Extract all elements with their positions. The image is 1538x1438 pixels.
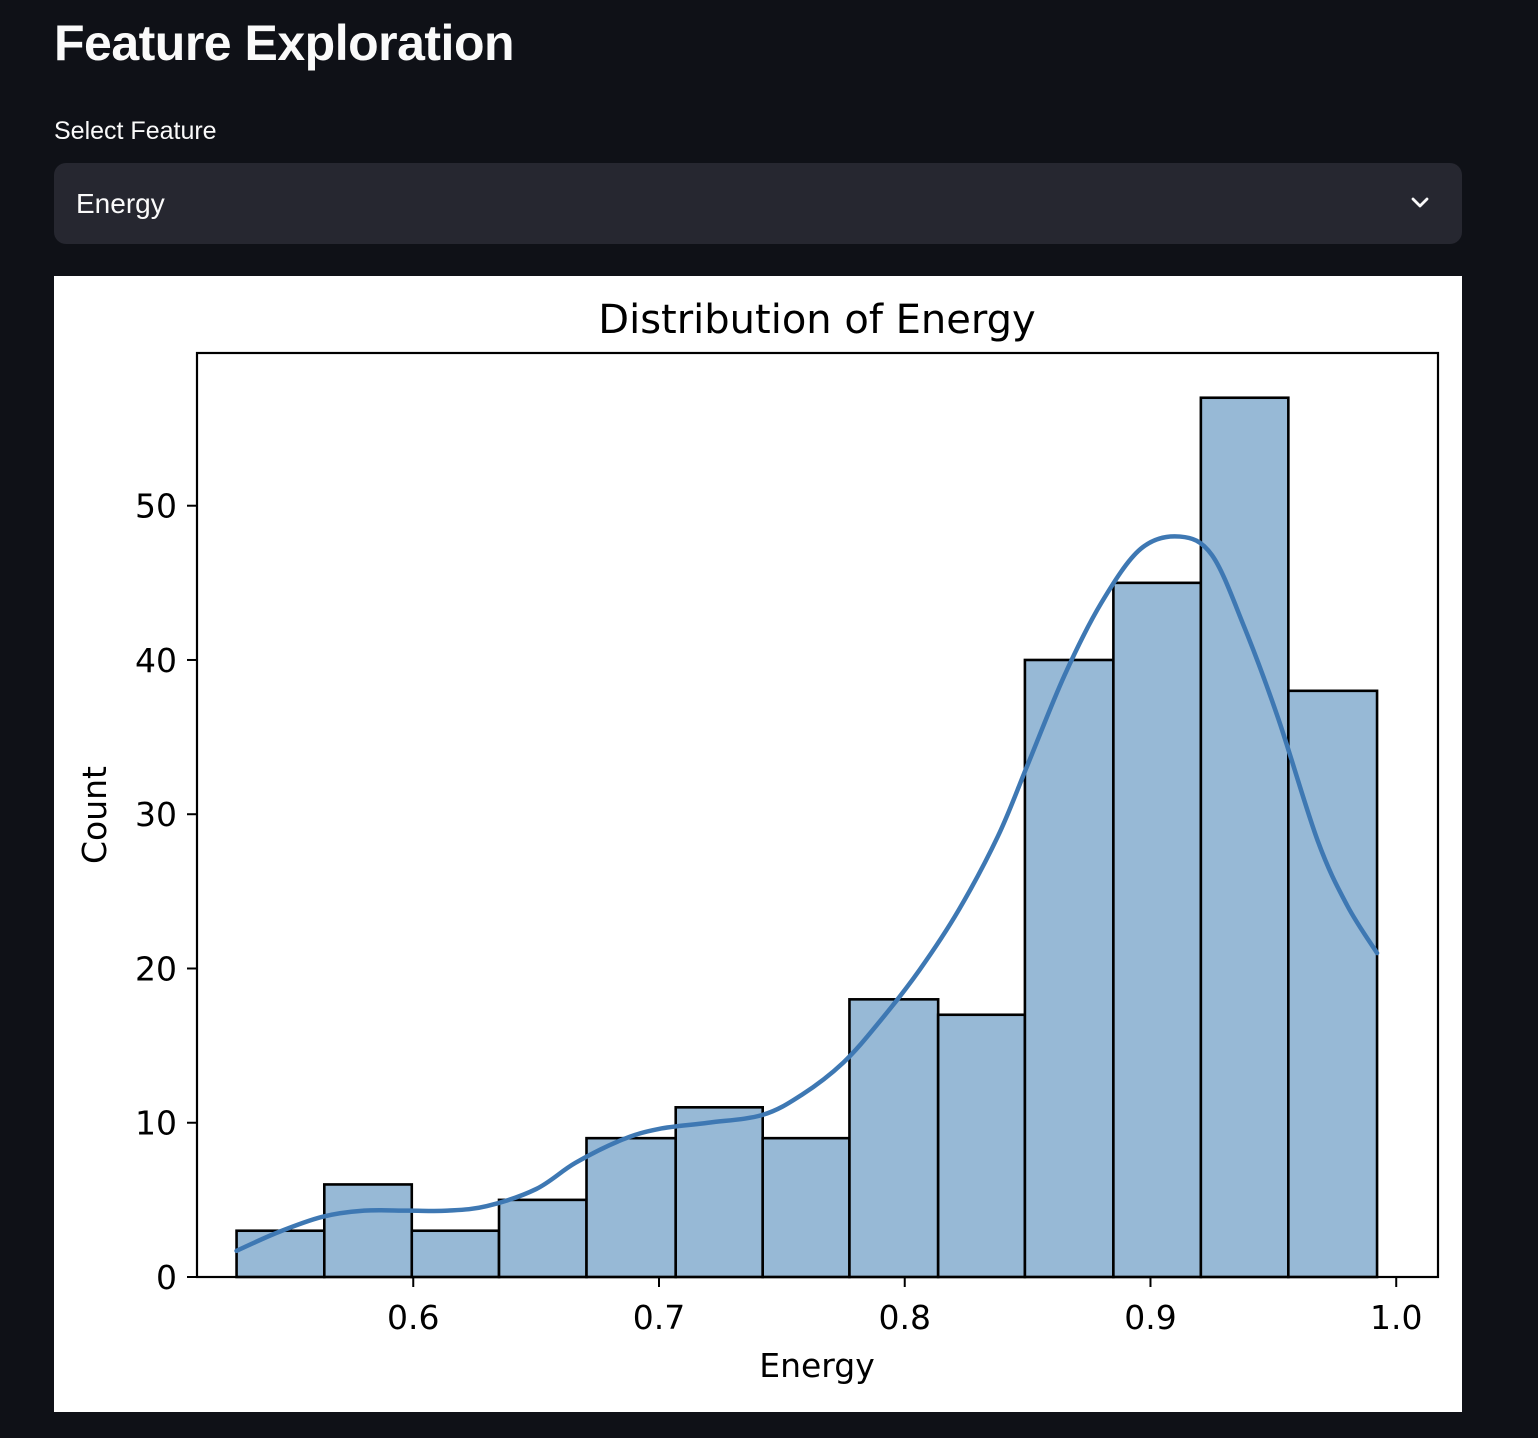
kde-line xyxy=(234,534,1380,1254)
x-tick-label: 0.8 xyxy=(878,1298,930,1337)
y-axis-ticks: 0 10 20 30 40 50 xyxy=(135,487,197,1297)
histogram-bar xyxy=(1287,689,1379,1279)
histogram-chart: Distribution of Energy 0.6 0.7 0.8 0.9 1.0 0… xyxy=(75,297,1440,1385)
histogram-bars xyxy=(235,396,1379,1279)
histogram-bar xyxy=(1199,396,1290,1279)
x-tick-label: 0.9 xyxy=(1124,1298,1176,1337)
feature-select-value: Energy xyxy=(76,188,165,219)
histogram-bar xyxy=(674,1106,764,1279)
select-feature-label: Select Feature xyxy=(54,117,217,145)
y-tick-label: 20 xyxy=(135,949,177,988)
x-tick-label: 0.6 xyxy=(387,1298,439,1337)
histogram-bar xyxy=(585,1136,678,1279)
chart-container: Distribution of Energy 0.6 0.7 0.8 0.9 1.0 0… xyxy=(54,276,1462,1412)
chevron-down-icon[interactable] xyxy=(1408,191,1432,215)
chart-title: Distribution of Energy xyxy=(598,297,1035,343)
histogram-bar xyxy=(761,1136,851,1279)
histogram-bar xyxy=(235,1229,326,1279)
y-tick-label: 30 xyxy=(135,795,177,834)
histogram-bar xyxy=(848,998,940,1279)
y-tick-label: 50 xyxy=(135,487,177,526)
y-tick-label: 0 xyxy=(156,1258,177,1297)
x-tick-label: 0.7 xyxy=(633,1298,685,1337)
y-tick-label: 40 xyxy=(135,641,177,680)
y-axis-label: Count xyxy=(75,766,114,864)
page-title: Feature Exploration xyxy=(54,15,515,71)
histogram-bar xyxy=(410,1229,501,1279)
histogram-bar xyxy=(322,1183,414,1279)
x-axis-ticks: 0.6 0.7 0.8 0.9 1.0 xyxy=(387,1277,1422,1337)
y-tick-label: 10 xyxy=(135,1104,177,1143)
histogram-bar xyxy=(1112,581,1203,1279)
histogram-bar xyxy=(936,1013,1027,1279)
kde-curve xyxy=(234,534,1380,1254)
feature-select[interactable]: Energy xyxy=(54,163,1462,244)
x-axis-label: Energy xyxy=(759,1346,875,1385)
x-tick-label: 1.0 xyxy=(1370,1298,1422,1337)
histogram-bar xyxy=(1023,658,1115,1279)
histogram-bar xyxy=(497,1198,588,1279)
